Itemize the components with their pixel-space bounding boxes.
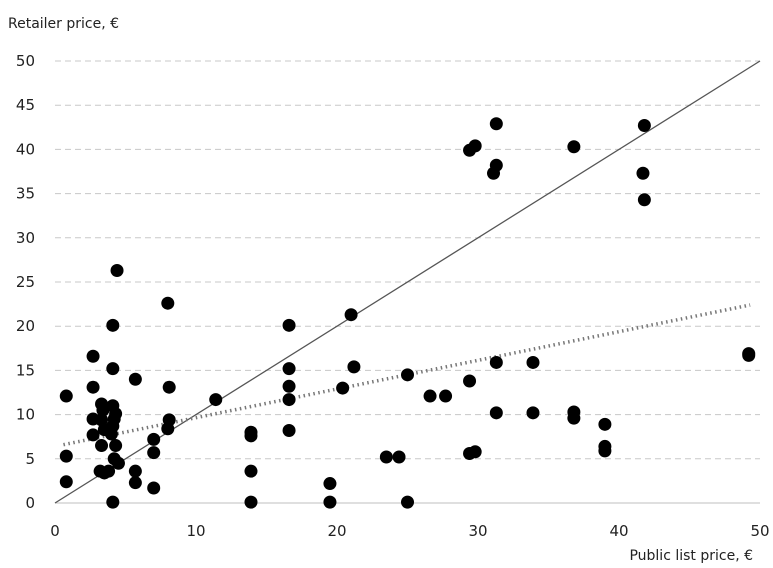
data-point — [244, 429, 258, 443]
data-point — [336, 381, 350, 395]
data-point — [244, 464, 258, 478]
x-tick-label: 0 — [50, 522, 60, 540]
data-point — [86, 380, 100, 394]
data-point — [95, 439, 109, 453]
y-tick-label: 50 — [16, 52, 35, 70]
data-point — [742, 348, 756, 362]
data-point — [102, 464, 116, 478]
data-point — [106, 495, 120, 509]
data-point — [347, 360, 361, 374]
data-point — [282, 379, 296, 393]
x-tick-label: 40 — [609, 522, 628, 540]
data-point — [567, 411, 581, 425]
data-point — [637, 193, 651, 207]
data-point — [111, 456, 125, 470]
y-tick-label: 15 — [16, 361, 35, 379]
x-tick-label: 30 — [468, 522, 487, 540]
data-point — [161, 296, 175, 310]
data-point — [106, 362, 120, 376]
data-point — [59, 449, 73, 463]
data-points — [59, 117, 756, 509]
data-point — [468, 445, 482, 459]
data-point — [96, 403, 110, 417]
data-point — [147, 446, 161, 460]
data-point — [110, 264, 124, 278]
data-point — [392, 450, 406, 464]
tick-labels: 0 5 10 15 20 25 30 35 40 45 50 0 10 20 30 40 50 — [16, 52, 770, 540]
y-tick-label: 40 — [16, 140, 35, 158]
data-point — [128, 476, 142, 490]
data-point — [423, 389, 437, 403]
data-point — [209, 393, 223, 407]
data-point — [282, 362, 296, 376]
data-point — [161, 422, 175, 436]
data-point — [526, 355, 540, 369]
y-tick-label: 10 — [16, 406, 35, 424]
y-tick-label: 25 — [16, 273, 35, 291]
y-tick-label: 35 — [16, 185, 35, 203]
data-point — [598, 444, 612, 458]
data-point — [282, 393, 296, 407]
data-point — [598, 417, 612, 431]
data-point — [86, 428, 100, 442]
data-point — [379, 450, 393, 464]
data-point — [323, 477, 337, 491]
data-point — [282, 424, 296, 438]
data-point — [147, 432, 161, 446]
data-point — [489, 158, 503, 172]
data-point — [128, 464, 142, 478]
data-point — [244, 495, 258, 509]
y-tick-label: 45 — [16, 96, 35, 114]
data-point — [106, 318, 120, 332]
data-point — [344, 308, 358, 322]
data-point — [128, 372, 142, 386]
x-tick-label: 10 — [186, 522, 205, 540]
y-tick-label: 30 — [16, 229, 35, 247]
data-point — [526, 406, 540, 420]
gridlines — [55, 60, 760, 460]
x-tick-label: 20 — [327, 522, 346, 540]
data-point — [162, 380, 176, 394]
data-point — [489, 355, 503, 369]
data-point — [489, 406, 503, 420]
data-point — [59, 389, 73, 403]
data-point — [637, 119, 651, 133]
data-point — [401, 495, 414, 509]
data-point — [109, 439, 123, 453]
x-tick-label: 50 — [750, 522, 769, 540]
y-tick-label: 0 — [25, 494, 35, 512]
data-point — [489, 117, 503, 131]
data-point — [636, 166, 650, 180]
data-point — [104, 427, 118, 441]
data-point — [439, 389, 453, 403]
data-point — [468, 139, 482, 153]
data-point — [463, 374, 477, 388]
y-tick-label: 20 — [16, 317, 35, 335]
data-point — [323, 495, 337, 509]
x-axis-title: Public list price, € — [629, 548, 753, 564]
data-point — [567, 140, 581, 154]
y-axis-title: Retailer price, € — [8, 16, 119, 32]
y-tick-label: 5 — [25, 450, 35, 468]
data-point — [86, 349, 100, 363]
data-point — [59, 475, 73, 489]
data-point — [401, 368, 414, 382]
data-point — [147, 481, 161, 495]
data-point — [282, 318, 296, 332]
